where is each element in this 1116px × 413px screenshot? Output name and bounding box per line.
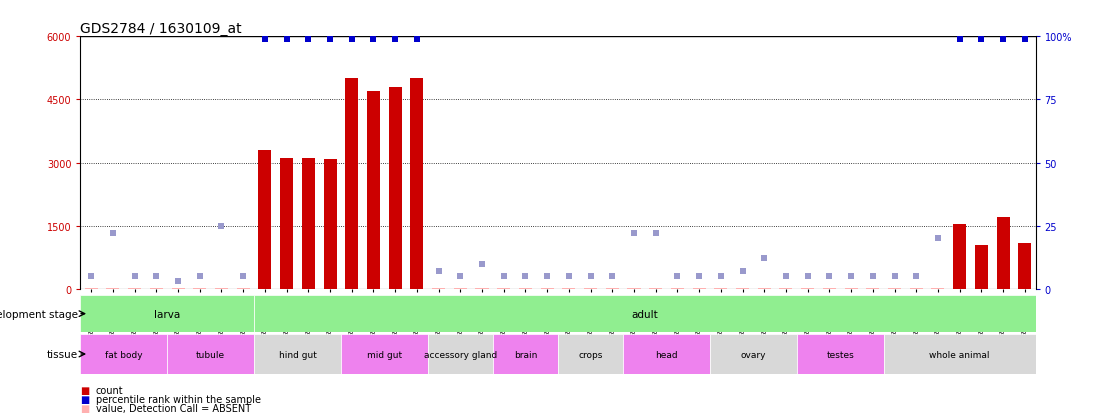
Bar <box>758 288 771 289</box>
Bar <box>562 288 576 289</box>
Bar <box>498 288 510 289</box>
Text: testes: testes <box>826 350 854 358</box>
Text: mid gut: mid gut <box>367 350 402 358</box>
Bar <box>558 335 623 374</box>
Text: ■: ■ <box>80 404 89 413</box>
Text: value, Detection Call = ABSENT: value, Detection Call = ABSENT <box>96 404 251 413</box>
Bar <box>627 288 641 289</box>
Bar <box>367 92 379 289</box>
Bar <box>493 335 558 374</box>
Bar <box>150 288 163 289</box>
Bar <box>215 288 228 289</box>
Bar <box>80 335 167 374</box>
Text: development stage: development stage <box>0 309 78 319</box>
Bar <box>693 288 705 289</box>
Bar <box>254 335 340 374</box>
Bar <box>237 288 250 289</box>
Bar <box>454 288 466 289</box>
Text: count: count <box>96 385 124 395</box>
Bar <box>193 288 206 289</box>
Bar <box>345 79 358 289</box>
Bar <box>128 288 141 289</box>
Text: head: head <box>655 350 677 358</box>
Bar <box>714 288 728 289</box>
Bar <box>432 288 445 289</box>
Bar <box>910 288 923 289</box>
Bar <box>85 288 98 289</box>
Bar <box>167 335 254 374</box>
Bar <box>172 288 184 289</box>
Bar <box>106 288 119 289</box>
Bar <box>623 335 710 374</box>
Bar <box>997 218 1010 289</box>
Bar <box>540 288 554 289</box>
Bar <box>340 335 427 374</box>
Bar <box>280 159 294 289</box>
Bar <box>888 288 901 289</box>
Text: tubule: tubule <box>196 350 225 358</box>
Bar <box>1018 243 1031 289</box>
Bar <box>932 288 944 289</box>
Text: larva: larva <box>154 309 181 319</box>
Bar <box>606 288 618 289</box>
Text: ovary: ovary <box>741 350 767 358</box>
Text: accessory gland: accessory gland <box>424 350 497 358</box>
Bar <box>411 79 423 289</box>
Text: tissue: tissue <box>47 349 78 359</box>
Bar <box>388 88 402 289</box>
Bar <box>324 160 337 289</box>
Bar <box>884 335 1036 374</box>
Text: whole animal: whole animal <box>930 350 990 358</box>
Bar <box>797 335 884 374</box>
Bar <box>801 288 815 289</box>
Bar <box>584 288 597 289</box>
Text: ■: ■ <box>80 385 89 395</box>
Text: hind gut: hind gut <box>279 350 317 358</box>
Bar <box>427 335 493 374</box>
Bar <box>671 288 684 289</box>
Text: percentile rank within the sample: percentile rank within the sample <box>96 394 261 404</box>
Bar <box>845 288 857 289</box>
Text: fat body: fat body <box>105 350 143 358</box>
Bar <box>259 150 271 289</box>
Bar <box>975 245 988 289</box>
Text: crops: crops <box>578 350 603 358</box>
Bar <box>866 288 879 289</box>
Text: adult: adult <box>632 309 658 319</box>
Bar <box>822 288 836 289</box>
Text: ■: ■ <box>80 394 89 404</box>
Bar <box>80 295 254 332</box>
Bar <box>301 159 315 289</box>
Bar <box>710 335 797 374</box>
Text: brain: brain <box>513 350 537 358</box>
Bar <box>779 288 792 289</box>
Bar <box>475 288 489 289</box>
Bar <box>650 288 662 289</box>
Bar <box>953 224 966 289</box>
Bar <box>737 288 749 289</box>
Bar <box>254 295 1036 332</box>
Bar <box>519 288 532 289</box>
Text: GDS2784 / 1630109_at: GDS2784 / 1630109_at <box>80 22 242 36</box>
